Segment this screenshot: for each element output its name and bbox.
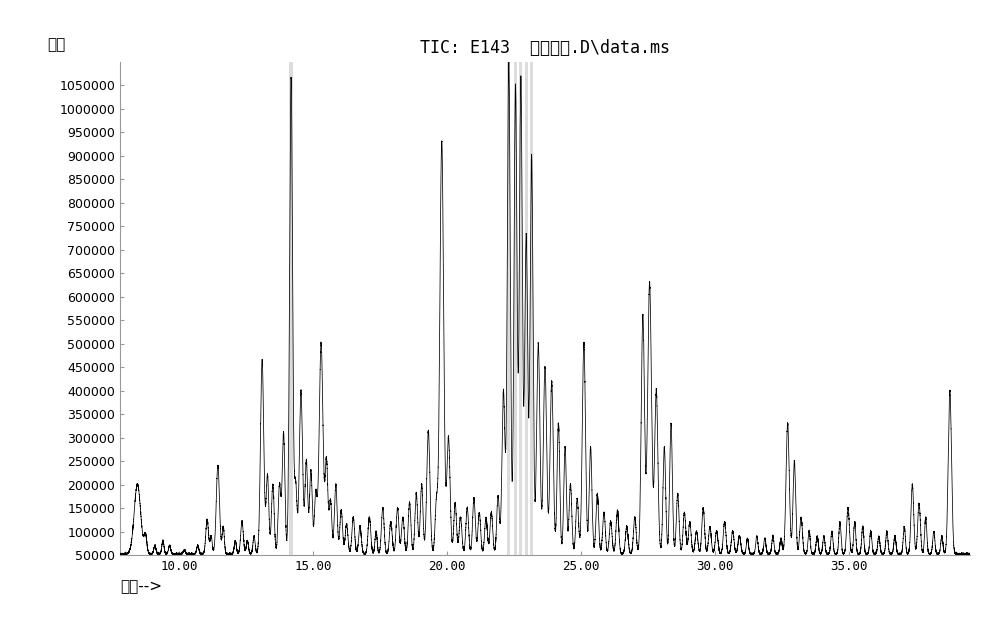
Text: 丰度: 丰度 [48, 37, 66, 52]
Bar [530, 62, 533, 555]
Bar [514, 62, 517, 555]
Title: TIC: E143  麻婆豆腑.D\data.ms: TIC: E143 麻婆豆腑.D\data.ms [420, 39, 670, 57]
X-axis label: 时间-->: 时间--> [120, 579, 162, 594]
Bar [525, 62, 528, 555]
Bar [519, 62, 522, 555]
Bar [507, 62, 510, 555]
Bar [289, 62, 293, 555]
